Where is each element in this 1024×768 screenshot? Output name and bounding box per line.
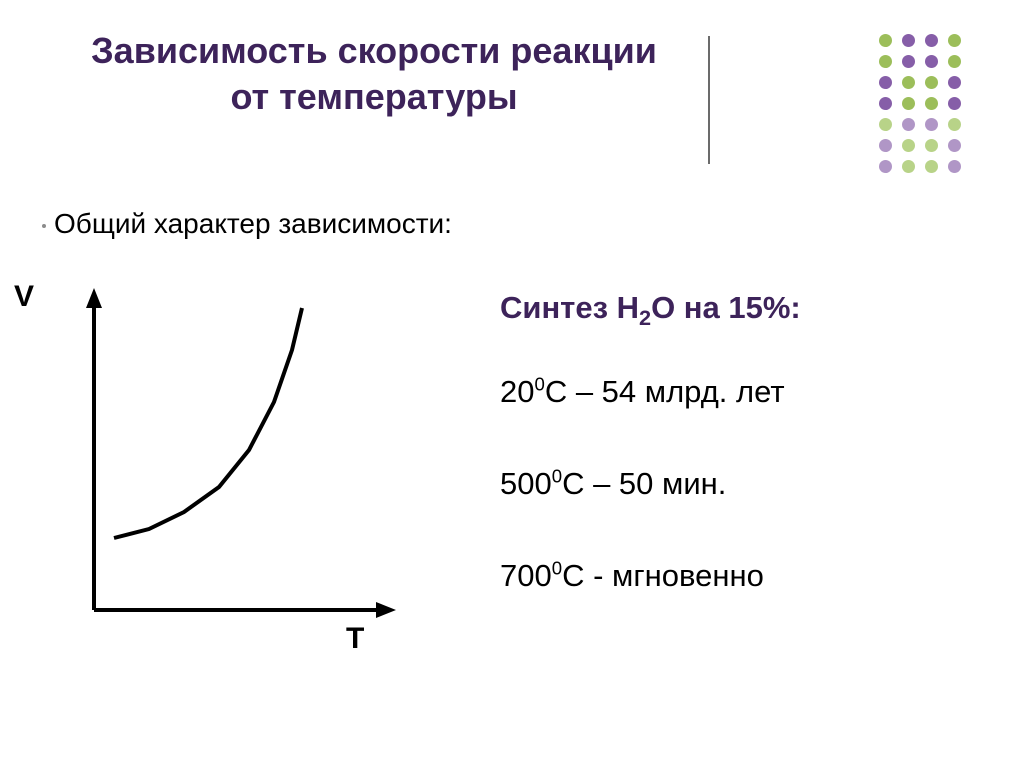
dot-icon [902,34,915,47]
dot-icon [948,118,961,131]
dot-icon [879,76,892,89]
dot-icon [925,97,938,110]
dot-icon [902,55,915,68]
axis-label-y: V [14,280,34,314]
fact-3: 7000С - мгновенно [500,558,764,594]
dot-icon [948,139,961,152]
body-line: Общий характер зависимости: [54,208,452,240]
fact-1: 200С – 54 млрд. лет [500,374,785,410]
dot-icon [925,160,938,173]
dot-icon [879,118,892,131]
x-axis-arrow-icon [376,602,396,618]
dot-icon [948,97,961,110]
slide-title-line2: от температуры [230,76,517,117]
dot-icon [925,139,938,152]
dot-icon [879,139,892,152]
dot-row [874,93,966,114]
rate-curve [114,308,302,538]
dot-row [874,135,966,156]
example-title: Синтез Н2О на 15%: [500,290,801,326]
chart-axes [86,288,396,618]
dot-icon [902,160,915,173]
dot-icon [902,139,915,152]
slide-title: Зависимость скорости реакции от температ… [54,28,694,120]
dot-icon [925,34,938,47]
dot-row [874,114,966,135]
decorative-dot-grid [874,30,966,177]
dot-icon [879,97,892,110]
bullet-icon [42,224,46,228]
dot-icon [879,34,892,47]
dot-icon [948,34,961,47]
dot-row [874,51,966,72]
slide: Зависимость скорости реакции от температ… [0,0,1024,768]
dot-icon [879,55,892,68]
fact-2: 5000С – 50 мин. [500,466,726,502]
dot-icon [925,76,938,89]
dot-icon [902,76,915,89]
dot-icon [902,97,915,110]
dot-icon [925,55,938,68]
dot-icon [902,118,915,131]
dot-row [874,72,966,93]
rate-vs-temperature-chart [34,280,434,640]
dot-row [874,30,966,51]
y-axis-arrow-icon [86,288,102,308]
dot-icon [948,160,961,173]
title-divider [708,36,710,164]
dot-icon [948,55,961,68]
dot-icon [925,118,938,131]
slide-title-line1: Зависимость скорости реакции [91,30,657,71]
dot-row [874,156,966,177]
dot-icon [948,76,961,89]
dot-icon [879,160,892,173]
